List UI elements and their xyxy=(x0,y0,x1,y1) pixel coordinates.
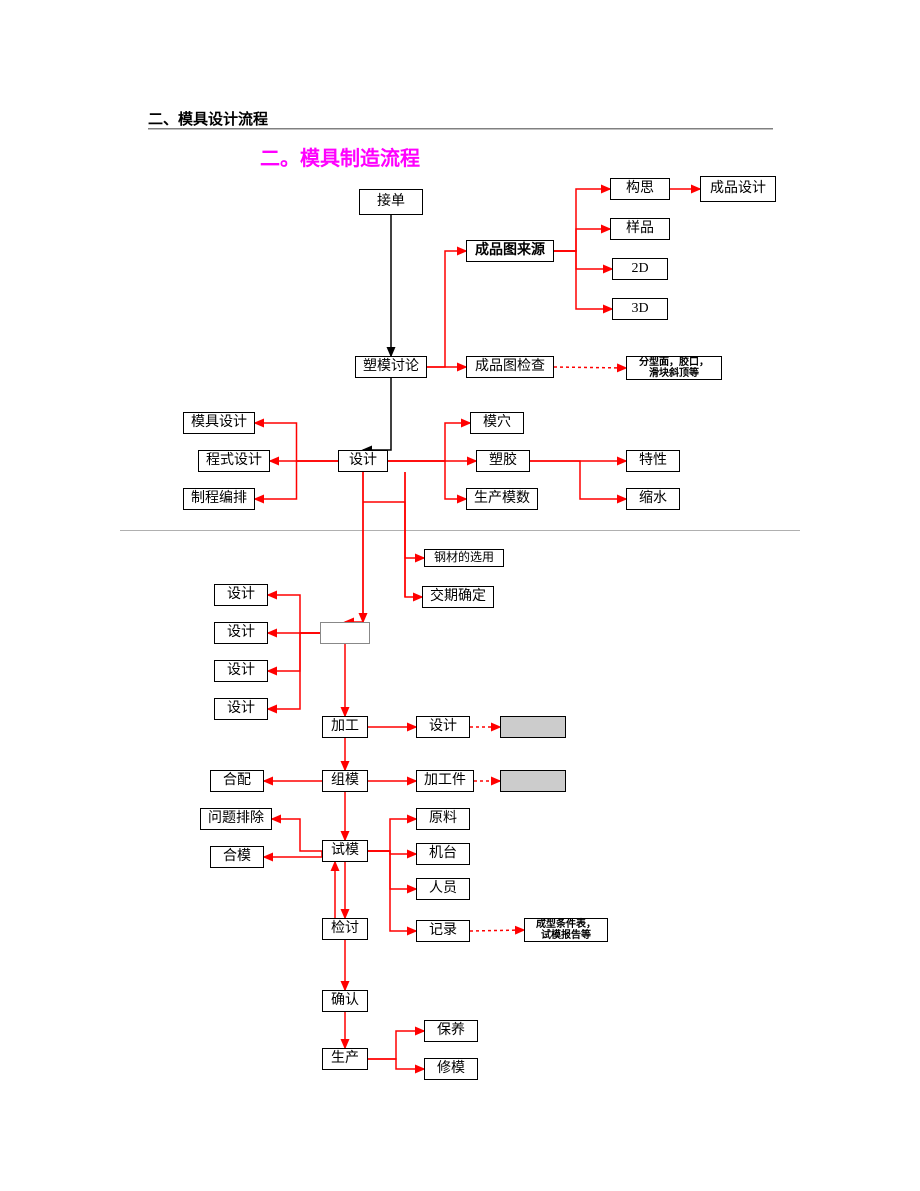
node-baoyang: 保养 xyxy=(424,1020,478,1042)
node-jitai: 机台 xyxy=(416,843,470,865)
node-queren: 确认 xyxy=(322,990,368,1012)
node-moxue: 模穴 xyxy=(470,412,524,434)
node-jgj: 加工件 xyxy=(416,770,474,792)
node-texing: 特性 xyxy=(626,450,680,472)
node-hemo: 合模 xyxy=(210,846,264,868)
node-sheji: 设计 xyxy=(338,450,388,472)
node-cxsj: 程式设计 xyxy=(198,450,270,472)
node-jiagong: 加工 xyxy=(322,716,368,738)
header-rule xyxy=(148,128,773,130)
node-zcbp: 制程编排 xyxy=(183,488,255,510)
node-cpsj: 成品设计 xyxy=(700,176,776,202)
node-sumo: 塑模讨论 xyxy=(355,356,427,378)
node-shengchan: 生产 xyxy=(322,1048,368,1070)
node-3d: 3D xyxy=(612,298,668,320)
node-cptyly: 成品图来源 xyxy=(466,240,554,262)
node-sj2: 设计 xyxy=(214,622,268,644)
node-shimo: 试模 xyxy=(322,840,368,862)
node-sj4: 设计 xyxy=(214,698,268,720)
node-jqqd: 交期确定 xyxy=(422,586,494,608)
node-renyuan: 人员 xyxy=(416,878,470,900)
page-header: 二、模具设计流程 xyxy=(148,108,268,129)
node-note1: 分型面，胶口，滑块斜顶等 xyxy=(626,356,722,380)
node-gcxy: 钢材的选用 xyxy=(424,549,504,567)
mid-rule xyxy=(120,530,800,531)
node-gb1 xyxy=(500,716,566,738)
node-xiumo: 修模 xyxy=(424,1058,478,1080)
node-grey xyxy=(320,622,370,644)
node-note2: 成型条件表，试模报告等 xyxy=(524,918,608,942)
node-sc_ms: 生产模数 xyxy=(466,488,538,510)
node-2d: 2D xyxy=(612,258,668,280)
node-mjsj: 模具设计 xyxy=(183,412,255,434)
node-sj5: 设计 xyxy=(416,716,470,738)
node-sujiao: 塑胶 xyxy=(476,450,530,472)
node-suoshui: 缩水 xyxy=(626,488,680,510)
node-yuanliao: 原料 xyxy=(416,808,470,830)
node-gb2 xyxy=(500,770,566,792)
node-yangpin: 样品 xyxy=(610,218,670,240)
node-jilu: 记录 xyxy=(416,920,470,942)
main-title: 二。模具制造流程 xyxy=(260,142,420,171)
node-gousi: 构思 xyxy=(610,178,670,200)
node-sj3: 设计 xyxy=(214,660,268,682)
node-jiantao: 检讨 xyxy=(322,918,368,940)
node-wtpc: 问题排除 xyxy=(200,808,272,830)
node-cptjc: 成品图检查 xyxy=(466,356,554,378)
node-hepei: 合配 xyxy=(210,770,264,792)
node-sj1: 设计 xyxy=(214,584,268,606)
node-zumo: 组模 xyxy=(322,770,368,792)
node-jiedan: 接单 xyxy=(359,189,423,215)
